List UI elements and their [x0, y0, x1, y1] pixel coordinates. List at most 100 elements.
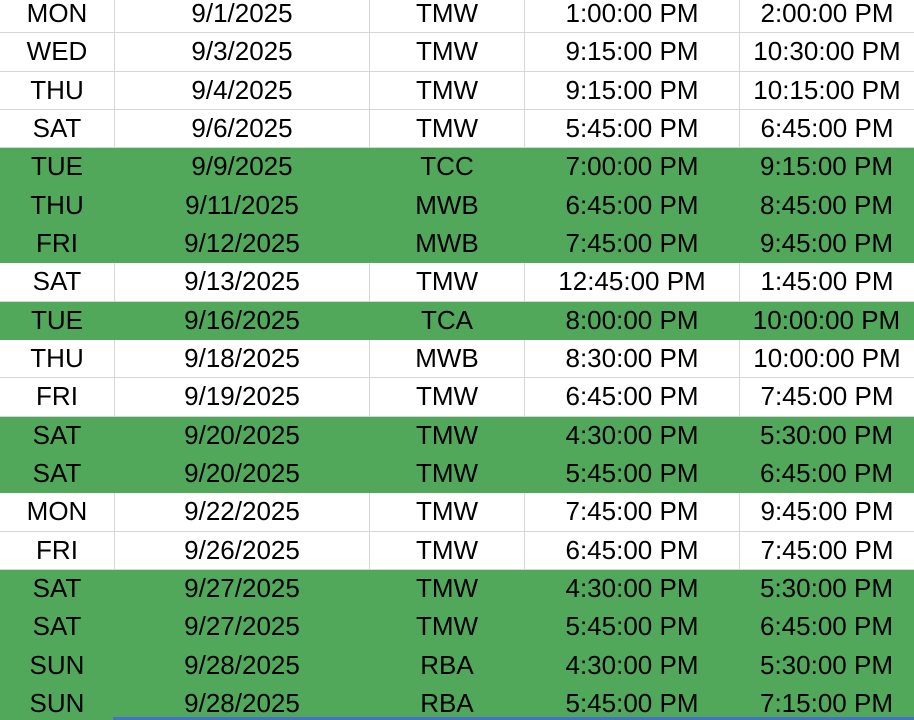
cell-start[interactable]: 12:45:00 PM	[525, 263, 740, 302]
cell-location[interactable]: TMW	[370, 454, 525, 494]
cell-day[interactable]: FRI	[0, 378, 115, 417]
cell-date[interactable]: 9/27/2025	[115, 608, 370, 647]
cell-end[interactable]: 5:30:00 PM	[740, 646, 914, 685]
cell-day[interactable]: MON	[0, 0, 115, 34]
cell-end[interactable]: 9:45:00 PM	[740, 224, 914, 264]
table-row: TUE 9/16/2025 TCA 8:00:00 PM 10:00:00 PM	[0, 301, 914, 340]
cell-start[interactable]: 5:45:00 PM	[525, 109, 740, 149]
cell-end[interactable]: 7:15:00 PM	[740, 684, 914, 720]
cell-day[interactable]: FRI	[0, 531, 115, 570]
table-row: MON 9/22/2025 TMW 7:45:00 PM 9:45:00 PM	[0, 493, 914, 532]
cell-location[interactable]: TMW	[370, 531, 525, 570]
cell-day[interactable]: TUE	[0, 301, 115, 340]
cell-date[interactable]: 9/27/2025	[115, 569, 370, 609]
cell-date[interactable]: 9/1/2025	[115, 0, 370, 34]
cell-date[interactable]: 9/20/2025	[115, 454, 370, 494]
cell-day[interactable]: THU	[0, 339, 115, 379]
cell-start[interactable]: 7:00:00 PM	[525, 148, 740, 187]
cell-location[interactable]: MWB	[370, 339, 525, 379]
table-row: THU 9/18/2025 MWB 8:30:00 PM 10:00:00 PM	[0, 339, 914, 379]
cell-start[interactable]: 6:45:00 PM	[525, 186, 740, 225]
cell-start[interactable]: 4:30:00 PM	[525, 646, 740, 685]
cell-end[interactable]: 7:45:00 PM	[740, 531, 914, 570]
cell-end[interactable]: 5:30:00 PM	[740, 569, 914, 609]
cell-start[interactable]: 7:45:00 PM	[525, 493, 740, 532]
cell-end[interactable]: 9:45:00 PM	[740, 493, 914, 532]
cell-start[interactable]: 6:45:00 PM	[525, 378, 740, 417]
cell-location[interactable]: TMW	[370, 569, 525, 609]
cell-date[interactable]: 9/20/2025	[115, 416, 370, 455]
cell-location[interactable]: RBA	[370, 646, 525, 685]
cell-day[interactable]: SAT	[0, 454, 115, 494]
cell-location[interactable]: MWB	[370, 186, 525, 225]
cell-location[interactable]: TMW	[370, 71, 525, 110]
cell-end[interactable]: 10:00:00 PM	[740, 339, 914, 379]
cell-date[interactable]: 9/3/2025	[115, 33, 370, 72]
cell-start[interactable]: 5:45:00 PM	[525, 684, 740, 720]
cell-day[interactable]: THU	[0, 186, 115, 225]
table-row: MON 9/1/2025 TMW 1:00:00 PM 2:00:00 PM	[0, 0, 914, 34]
cell-location[interactable]: TCA	[370, 301, 525, 340]
cell-day[interactable]: SAT	[0, 416, 115, 455]
cell-date[interactable]: 9/12/2025	[115, 224, 370, 264]
cell-end[interactable]: 10:30:00 PM	[740, 33, 914, 72]
cell-day[interactable]: SUN	[0, 684, 115, 720]
cell-day[interactable]: SUN	[0, 646, 115, 685]
cell-day[interactable]: SAT	[0, 263, 115, 302]
cell-day[interactable]: THU	[0, 71, 115, 110]
cell-start[interactable]: 9:15:00 PM	[525, 33, 740, 72]
cell-end[interactable]: 6:45:00 PM	[740, 109, 914, 149]
cell-start[interactable]: 8:00:00 PM	[525, 301, 740, 340]
cell-end[interactable]: 5:30:00 PM	[740, 416, 914, 455]
cell-end[interactable]: 8:45:00 PM	[740, 186, 914, 225]
cell-end[interactable]: 1:45:00 PM	[740, 263, 914, 302]
cell-end[interactable]: 2:00:00 PM	[740, 0, 914, 34]
cell-date[interactable]: 9/28/2025	[115, 646, 370, 685]
cell-date[interactable]: 9/9/2025	[115, 148, 370, 187]
cell-location[interactable]: TMW	[370, 378, 525, 417]
cell-day[interactable]: SAT	[0, 608, 115, 647]
cell-location[interactable]: TCC	[370, 148, 525, 187]
cell-start[interactable]: 1:00:00 PM	[525, 0, 740, 34]
cell-day[interactable]: SAT	[0, 109, 115, 149]
cell-date[interactable]: 9/16/2025	[115, 301, 370, 340]
cell-date[interactable]: 9/28/2025	[115, 684, 370, 720]
cell-date[interactable]: 9/13/2025	[115, 263, 370, 302]
cell-date[interactable]: 9/18/2025	[115, 339, 370, 379]
cell-end[interactable]: 7:45:00 PM	[740, 378, 914, 417]
cell-end[interactable]: 10:15:00 PM	[740, 71, 914, 110]
cell-day[interactable]: WED	[0, 33, 115, 72]
cell-end[interactable]: 6:45:00 PM	[740, 454, 914, 494]
cell-day[interactable]: FRI	[0, 224, 115, 264]
cell-end[interactable]: 6:45:00 PM	[740, 608, 914, 647]
cell-day[interactable]: TUE	[0, 148, 115, 187]
cell-location[interactable]: TMW	[370, 263, 525, 302]
cell-date[interactable]: 9/4/2025	[115, 71, 370, 110]
cell-start[interactable]: 7:45:00 PM	[525, 224, 740, 264]
cell-start[interactable]: 4:30:00 PM	[525, 416, 740, 455]
cell-start[interactable]: 6:45:00 PM	[525, 531, 740, 570]
cell-day[interactable]: SAT	[0, 569, 115, 609]
table-row: TUE 9/9/2025 TCC 7:00:00 PM 9:15:00 PM	[0, 148, 914, 187]
cell-day[interactable]: MON	[0, 493, 115, 532]
cell-date[interactable]: 9/26/2025	[115, 531, 370, 570]
cell-location[interactable]: TMW	[370, 109, 525, 149]
cell-location[interactable]: RBA	[370, 684, 525, 720]
cell-location[interactable]: TMW	[370, 0, 525, 34]
cell-location[interactable]: TMW	[370, 33, 525, 72]
cell-start[interactable]: 9:15:00 PM	[525, 71, 740, 110]
cell-location[interactable]: TMW	[370, 493, 525, 532]
cell-end[interactable]: 9:15:00 PM	[740, 148, 914, 187]
cell-location[interactable]: TMW	[370, 608, 525, 647]
cell-start[interactable]: 5:45:00 PM	[525, 608, 740, 647]
cell-end[interactable]: 10:00:00 PM	[740, 301, 914, 340]
cell-location[interactable]: MWB	[370, 224, 525, 264]
cell-location[interactable]: TMW	[370, 416, 525, 455]
cell-date[interactable]: 9/11/2025	[115, 186, 370, 225]
cell-start[interactable]: 5:45:00 PM	[525, 454, 740, 494]
cell-date[interactable]: 9/22/2025	[115, 493, 370, 532]
cell-start[interactable]: 8:30:00 PM	[525, 339, 740, 379]
cell-start[interactable]: 4:30:00 PM	[525, 569, 740, 609]
cell-date[interactable]: 9/6/2025	[115, 109, 370, 149]
cell-date[interactable]: 9/19/2025	[115, 378, 370, 417]
